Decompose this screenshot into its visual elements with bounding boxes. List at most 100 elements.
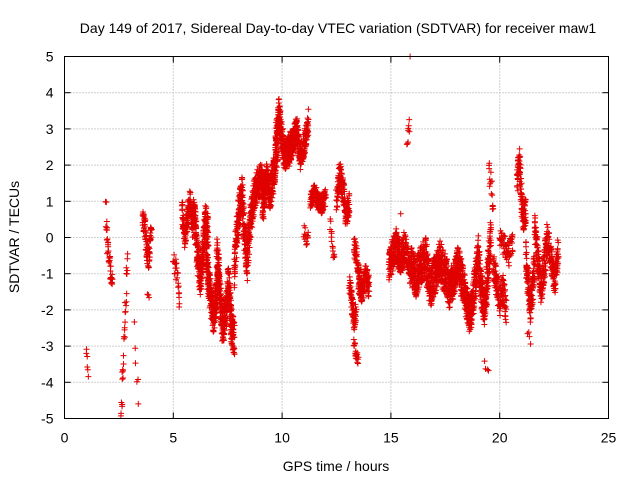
data-point [105,258,112,265]
data-point [246,244,253,251]
data-point [481,358,488,365]
data-point [135,400,142,407]
data-point [502,316,509,323]
data-point [121,324,128,331]
data-point [247,233,254,240]
data-point [258,162,265,169]
data-point [121,334,128,341]
data-point [215,255,222,262]
data-point [231,351,238,358]
data-point [437,238,444,245]
data-point [181,244,188,251]
data-point [84,366,91,373]
data-point [304,240,311,247]
data-point [279,126,286,133]
data-point [293,117,300,124]
data-point [264,164,271,171]
data-point [228,306,235,313]
data-point [231,281,238,288]
data-point [117,412,124,419]
data-point [104,224,111,231]
data-point [119,376,126,383]
data-point [304,115,311,122]
data-point [523,255,530,262]
data-point [516,160,523,167]
data-point [362,263,369,270]
data-point [215,261,222,268]
data-point [406,116,413,123]
data-point [334,204,341,211]
data-point [244,277,251,284]
data-point [244,269,251,276]
data-point [475,237,482,244]
data-point [217,291,224,298]
data-point [106,259,113,266]
data-point [184,228,191,235]
data-point [244,262,251,269]
data-point [239,181,246,188]
data-point [304,235,311,242]
data-point [303,241,310,248]
data-point [121,299,128,306]
data-point [203,235,210,242]
data-point [192,212,199,219]
data-point [248,220,255,227]
data-point [319,207,326,214]
data-point [146,254,153,261]
data-point [215,247,222,254]
data-point [305,229,312,236]
data-point [271,174,278,181]
data-point [308,203,315,210]
data-point [365,293,372,300]
data-point [278,121,285,128]
data-point [227,303,234,310]
data-point [238,176,245,183]
data-point [273,149,280,156]
data-point [294,122,301,129]
data-point [120,367,127,374]
data-point [123,298,130,305]
data-point [120,360,127,367]
data-point [132,345,139,352]
data-point [205,264,212,271]
data-point [171,270,178,277]
data-point [104,250,111,257]
data-point [350,336,357,343]
data-point [269,194,276,201]
data-point [404,140,411,147]
data-point [273,164,280,171]
data-point [322,186,329,193]
data-point [179,201,186,208]
data-point [236,217,243,224]
data-point [182,237,189,244]
data-point [273,154,280,161]
data-point [227,294,234,301]
data-point [216,262,223,269]
data-point [489,206,496,213]
data-point [497,312,504,319]
grid-lines [64,56,609,419]
data-point [123,290,130,297]
data-point [270,190,277,197]
data-point [275,99,282,106]
data-point [503,319,510,326]
data-point [122,308,129,315]
data-point [516,145,523,152]
data-point [488,190,495,197]
data-point [145,263,152,270]
data-point [197,291,204,298]
data-point [195,248,202,255]
data-point [232,258,239,265]
data-point [257,161,264,168]
data-point [260,213,267,220]
data-point [500,272,507,279]
data-point [198,275,205,282]
data-point [217,285,224,292]
data-point [142,216,149,223]
data-point [140,210,147,217]
data-point [187,189,194,196]
data-point [321,189,328,196]
data-point [103,199,110,206]
data-point [145,292,152,299]
data-point [192,225,199,232]
